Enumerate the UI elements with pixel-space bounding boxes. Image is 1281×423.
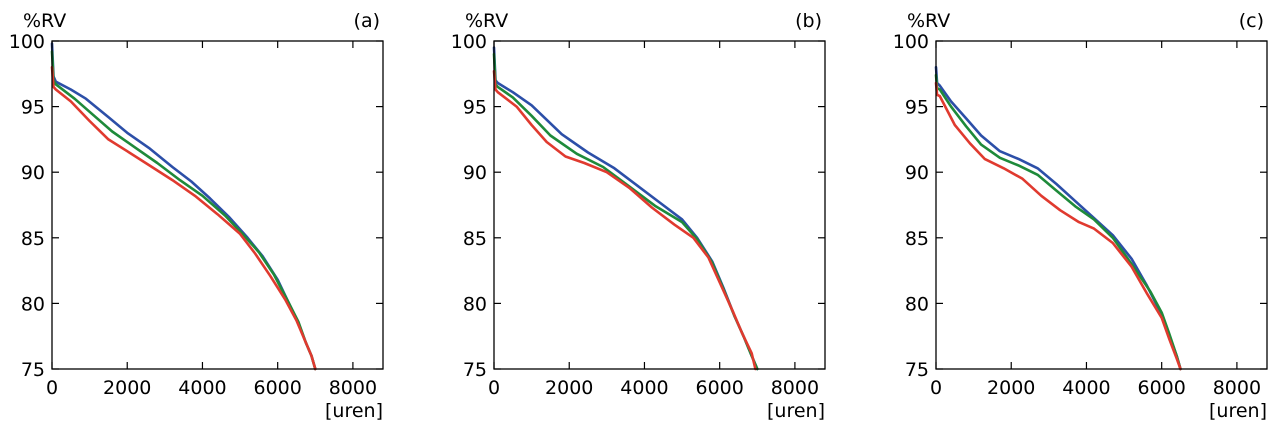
x-tick-label: 6000	[696, 377, 744, 399]
plot-frame	[935, 40, 1268, 370]
y-tick-label: 100	[451, 31, 487, 53]
series-line-blue	[934, 65, 1182, 371]
plot-frame	[51, 40, 384, 370]
panel-label: (a)	[354, 10, 380, 32]
x-tick-label: 6000	[1138, 377, 1186, 399]
y-tick-label: 95	[463, 97, 487, 119]
series-line-blue	[492, 46, 759, 371]
series-line-green	[50, 50, 317, 371]
chart-panel-3: 0 2000 4000 6000 8000 75 80 85 90 95 100%RV (c) [ure…	[893, 10, 1268, 422]
series-line-red	[934, 81, 1182, 371]
y-tick-label: 100	[893, 31, 929, 53]
y-tick-label: 90	[21, 162, 45, 184]
x-tick-label: 8000	[771, 377, 819, 399]
y-tick-label: 95	[21, 97, 45, 119]
series-line-green	[492, 52, 759, 371]
x-tick-label: 8000	[329, 377, 377, 399]
panel-label: (c)	[1239, 10, 1264, 32]
x-tick-label: 4000	[620, 377, 668, 399]
x-tick-label: 4000	[178, 377, 226, 399]
y-tick-label: 95	[905, 97, 929, 119]
y-tick-label: 80	[463, 293, 487, 315]
x-axis-label: [uren]	[325, 400, 383, 422]
x-tick-label: 8000	[1213, 377, 1261, 399]
x-tick-label: 2000	[987, 377, 1035, 399]
y-tick-label: 85	[463, 228, 487, 250]
y-tick-label: 80	[21, 293, 45, 315]
x-tick-label: 2000	[103, 377, 151, 399]
series-line-red	[50, 65, 317, 371]
x-tick-label: 4000	[1062, 377, 1110, 399]
x-axis-label: [uren]	[1209, 400, 1267, 422]
x-tick-label: 0	[46, 377, 58, 399]
y-tick-label: 80	[905, 293, 929, 315]
y-tick-label: 90	[905, 162, 929, 184]
y-tick-label: 75	[21, 359, 45, 381]
y-axis-label: %RV	[465, 10, 508, 32]
y-tick-label: 100	[9, 31, 45, 53]
series-line-red	[492, 69, 757, 371]
x-tick-label: 6000	[254, 377, 302, 399]
x-tick-label: 2000	[545, 377, 593, 399]
y-tick-label: 75	[463, 359, 487, 381]
y-tick-label: 85	[905, 228, 929, 250]
series-line-green	[934, 73, 1182, 371]
y-tick-label: 90	[463, 162, 487, 184]
x-tick-label: 0	[930, 377, 942, 399]
y-axis-label: %RV	[23, 10, 66, 32]
y-tick-label: 85	[21, 228, 45, 250]
chart-panel-2: 0 2000 4000 6000 8000 75 80 85 90 95 100%RV (b) [ure…	[451, 10, 826, 422]
x-tick-label: 0	[488, 377, 500, 399]
x-axis-label: [uren]	[767, 400, 825, 422]
chart-panel-1: 0 2000 4000 6000 8000 75 80 85 90 95 100%RV (a) [ure…	[9, 10, 384, 422]
plot-frame	[493, 40, 826, 370]
series-line-blue	[50, 42, 317, 371]
y-tick-label: 75	[905, 359, 929, 381]
y-axis-label: %RV	[907, 10, 950, 32]
panel-label: (b)	[795, 10, 822, 32]
